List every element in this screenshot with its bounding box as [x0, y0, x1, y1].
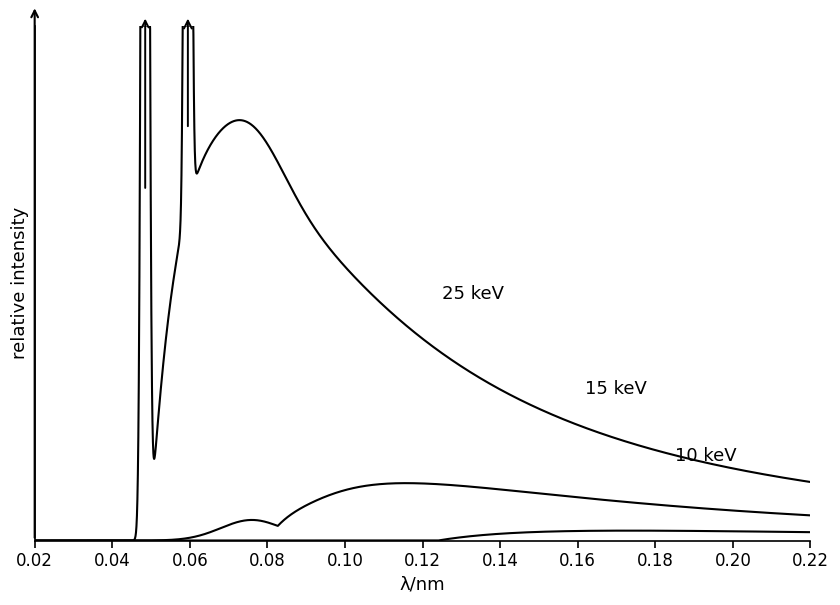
Text: 25 keV: 25 keV	[442, 285, 504, 302]
Text: 10 keV: 10 keV	[675, 446, 737, 465]
X-axis label: λ/nm: λ/nm	[400, 576, 445, 594]
Y-axis label: relative intensity: relative intensity	[11, 207, 29, 359]
Text: 15 keV: 15 keV	[585, 380, 648, 398]
